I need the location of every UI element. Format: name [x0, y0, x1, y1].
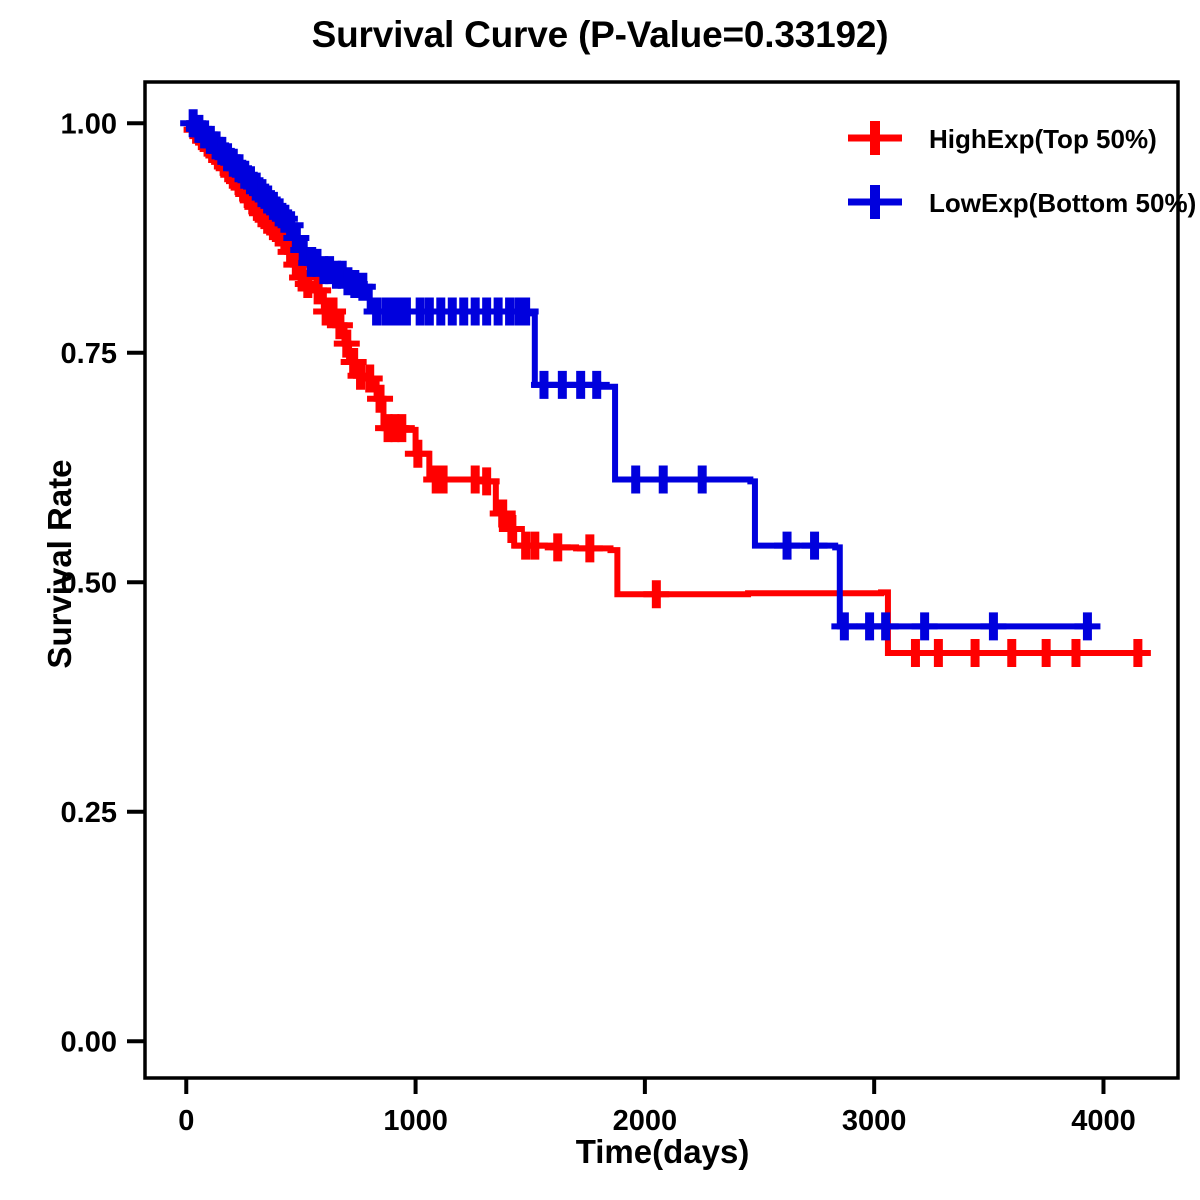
- x-tick-label: 3000: [842, 1105, 907, 1137]
- series-low-exp: [180, 109, 1101, 641]
- censor-mark: [980, 612, 1007, 641]
- y-tick-label: 0.25: [61, 797, 117, 829]
- censor-mark: [902, 638, 929, 667]
- legend-item-low-exp[interactable]: LowExp(Bottom 50%): [848, 185, 1196, 219]
- y-tick-label: 0.50: [61, 567, 117, 599]
- censor-mark: [512, 297, 539, 326]
- censor-mark: [689, 465, 716, 494]
- legend-item-high-exp[interactable]: HighExp(Top 50%): [848, 121, 1157, 155]
- censor-mark: [622, 465, 649, 494]
- censor-mark: [925, 638, 952, 667]
- plot-frame: [143, 80, 1180, 1080]
- censor-mark: [1062, 638, 1089, 667]
- censor-mark: [998, 638, 1025, 667]
- censor-mark: [774, 531, 801, 560]
- x-tick-label: 2000: [613, 1105, 678, 1137]
- plus-icon: [848, 121, 902, 155]
- legend-label: LowExp(Bottom 50%): [929, 188, 1196, 218]
- censor-mark: [911, 612, 938, 641]
- x-tick-label: 0: [178, 1105, 194, 1137]
- censor-mark: [430, 465, 457, 494]
- censor-mark: [962, 638, 989, 667]
- censor-mark: [650, 465, 677, 494]
- censor-mark: [831, 612, 858, 641]
- censor-mark: [388, 414, 415, 443]
- axis-ticks: 0 1000 2000 3000 4000 0.00 0.25 0.50 0.75 1.00: [61, 108, 1136, 1137]
- y-tick-label: 0.75: [61, 338, 117, 370]
- plus-icon: [848, 185, 902, 219]
- censor-mark: [326, 311, 353, 340]
- censor-mark: [1033, 638, 1060, 667]
- censor-mark: [521, 531, 548, 560]
- censor-mark: [583, 370, 610, 399]
- censor-mark: [1074, 612, 1101, 641]
- censor-mark: [473, 467, 500, 496]
- censor-mark: [576, 534, 603, 563]
- y-tick-label: 1.00: [61, 108, 117, 140]
- x-tick-label: 1000: [383, 1105, 448, 1137]
- legend[interactable]: HighExp(Top 50%) LowExp(Bottom 50%): [848, 121, 1196, 219]
- censor-mark: [489, 499, 516, 528]
- censor-mark: [544, 533, 571, 562]
- censor-mark: [498, 515, 525, 544]
- censor-mark: [305, 276, 332, 305]
- legend-label: HighExp(Top 50%): [929, 124, 1157, 154]
- y-tick-label: 0.00: [61, 1026, 117, 1058]
- page-title: Survival Curve (P-Value=0.33192): [311, 14, 889, 55]
- x-tick-label: 4000: [1071, 1105, 1136, 1137]
- censor-mark: [349, 272, 376, 301]
- x-axis-label: Time(days): [575, 1133, 750, 1170]
- censor-mark: [872, 612, 899, 641]
- censor-mark: [356, 364, 383, 393]
- censor-mark: [1124, 638, 1151, 667]
- censor-mark: [404, 439, 431, 468]
- censor-mark: [333, 329, 360, 358]
- series-layer: [180, 109, 1151, 667]
- censor-mark: [643, 580, 670, 609]
- censor-mark: [801, 531, 828, 560]
- censor-mark: [367, 384, 394, 413]
